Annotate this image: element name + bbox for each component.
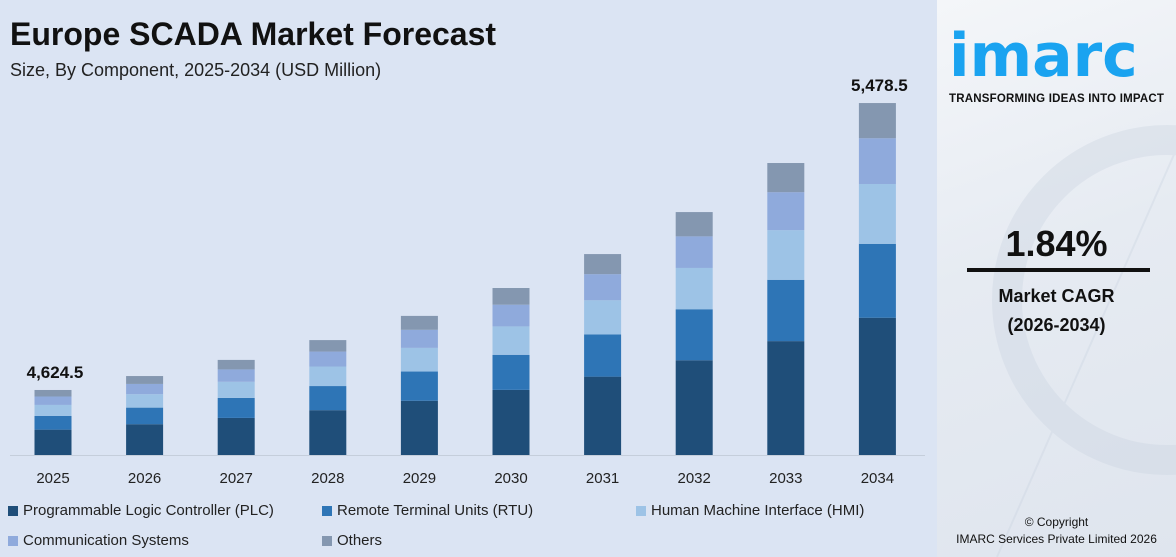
bar-segment-2027-2	[217, 381, 255, 398]
bar-segment-2034-0	[858, 317, 896, 455]
x-tick-label: 2029	[403, 470, 436, 487]
legend-item: Programmable Logic Controller (PLC)	[8, 502, 274, 520]
bar-segment-2032-3	[675, 236, 713, 268]
bar-segment-2031-0	[584, 376, 622, 455]
total-data-label: 4,624.5	[27, 363, 84, 382]
legend-label: Others	[337, 532, 383, 549]
x-tick-label: 2028	[311, 470, 344, 487]
bar-segment-2027-0	[217, 417, 255, 455]
x-tick-label: 2031	[586, 470, 619, 487]
bar-segment-2029-3	[400, 329, 438, 348]
bar-segment-2028-4	[309, 340, 347, 352]
bar-segment-2033-3	[767, 192, 805, 231]
bar-segment-2032-0	[675, 360, 713, 455]
bar-segment-2029-4	[400, 315, 438, 330]
legend-label: Human Machine Interface (HMI)	[651, 502, 865, 519]
x-tick-label: 2030	[494, 470, 527, 487]
legend-label: Communication Systems	[23, 532, 189, 549]
bar-segment-2025-2	[34, 404, 72, 416]
legend-label: Programmable Logic Controller (PLC)	[23, 502, 274, 519]
divider	[967, 268, 1150, 272]
total-data-label: 5,478.5	[851, 76, 908, 95]
background-decoration	[992, 125, 1176, 557]
bar-segment-2030-2	[492, 326, 530, 355]
bar-segment-2032-4	[675, 212, 713, 237]
bar-segment-2030-3	[492, 304, 530, 327]
bar-segment-2030-4	[492, 288, 530, 305]
bar-segment-2031-3	[584, 274, 622, 301]
bar-segment-2025-1	[34, 415, 72, 430]
bar-segment-2025-0	[34, 429, 72, 455]
bar-segment-2029-1	[400, 371, 438, 401]
legend-item: Human Machine Interface (HMI)	[636, 502, 864, 520]
bar-segment-2028-1	[309, 386, 347, 411]
bar-segment-2034-1	[858, 243, 896, 318]
stacked-bar-chart: 2025 4,624.5 2026 2027 2028 2029 2030 2031 2032 2…	[10, 76, 925, 487]
cagr-value: 1.84%	[1005, 223, 1108, 264]
x-tick-label: 2027	[220, 470, 253, 487]
x-tick-label: 2034	[861, 470, 894, 487]
bar-segment-2031-2	[584, 300, 622, 335]
legend-swatch	[8, 506, 18, 516]
bar-segment-2026-2	[126, 394, 164, 408]
legend-item: Communication Systems	[8, 532, 189, 550]
legend-swatch	[322, 536, 332, 546]
bar-segment-2026-4	[126, 376, 164, 384]
x-tick-label: 2026	[128, 470, 161, 487]
copyright-line1: © Copyright	[1024, 515, 1089, 529]
bar-segment-2033-1	[767, 279, 805, 342]
legend-item: Others	[322, 532, 382, 550]
bar-segment-2034-4	[858, 103, 896, 139]
legend-swatch	[8, 536, 18, 546]
x-tick-label: 2032	[678, 470, 711, 487]
x-tick-label: 2033	[769, 470, 802, 487]
legend-item: Remote Terminal Units (RTU)	[322, 502, 533, 520]
bar-segment-2027-4	[217, 359, 255, 370]
bar-segment-2028-0	[309, 410, 347, 455]
bar-segment-2033-4	[767, 163, 805, 193]
legend-swatch	[322, 506, 332, 516]
chart-subtitle: Size, By Component, 2025-2034 (USD Milli…	[10, 60, 382, 80]
brand-tagline: TRANSFORMING IDEAS INTO IMPACT	[949, 93, 1165, 105]
chart-title: Europe SCADA Market Forecast	[10, 16, 497, 52]
bar-segment-2026-0	[126, 424, 164, 455]
legend-label: Remote Terminal Units (RTU)	[337, 502, 534, 519]
bar-segment-2033-0	[767, 341, 805, 455]
bar-segment-2029-0	[400, 400, 438, 455]
bar-segment-2026-3	[126, 383, 164, 395]
x-tick-label: 2025	[36, 470, 69, 487]
brand-panel: imarc TRANSFORMING IDEAS INTO IMPACT 1.8…	[937, 0, 1176, 557]
bar-segment-2032-1	[675, 309, 713, 361]
bar-segment-2028-2	[309, 366, 347, 387]
bar-segment-2030-0	[492, 389, 530, 455]
bar-segment-2025-3	[34, 396, 72, 405]
bar-segment-2034-3	[858, 138, 896, 184]
cagr-period: (2026-2034)	[1007, 315, 1106, 335]
cagr-label: Market CAGR	[998, 286, 1115, 306]
bar-segment-2027-3	[217, 369, 255, 382]
bar-segment-2028-3	[309, 351, 347, 367]
bar-segment-2032-2	[675, 267, 713, 310]
bar-segment-2034-2	[858, 183, 896, 244]
bar-segment-2030-1	[492, 354, 530, 390]
bar-segment-2031-1	[584, 334, 622, 377]
imarc-logo: imarc	[949, 21, 1138, 91]
bar-segment-2029-2	[400, 347, 438, 372]
bar-segment-2026-1	[126, 407, 164, 425]
bar-segment-2033-2	[767, 230, 805, 280]
bar-segment-2025-4	[34, 389, 72, 397]
legend-swatch	[636, 506, 646, 516]
bar-segment-2031-4	[584, 254, 622, 275]
copyright-line2: IMARC Services Private Limited 2026	[956, 532, 1157, 546]
chart-panel: Europe SCADA Market Forecast Size, By Co…	[8, 16, 925, 550]
bar-segment-2027-1	[217, 397, 255, 418]
